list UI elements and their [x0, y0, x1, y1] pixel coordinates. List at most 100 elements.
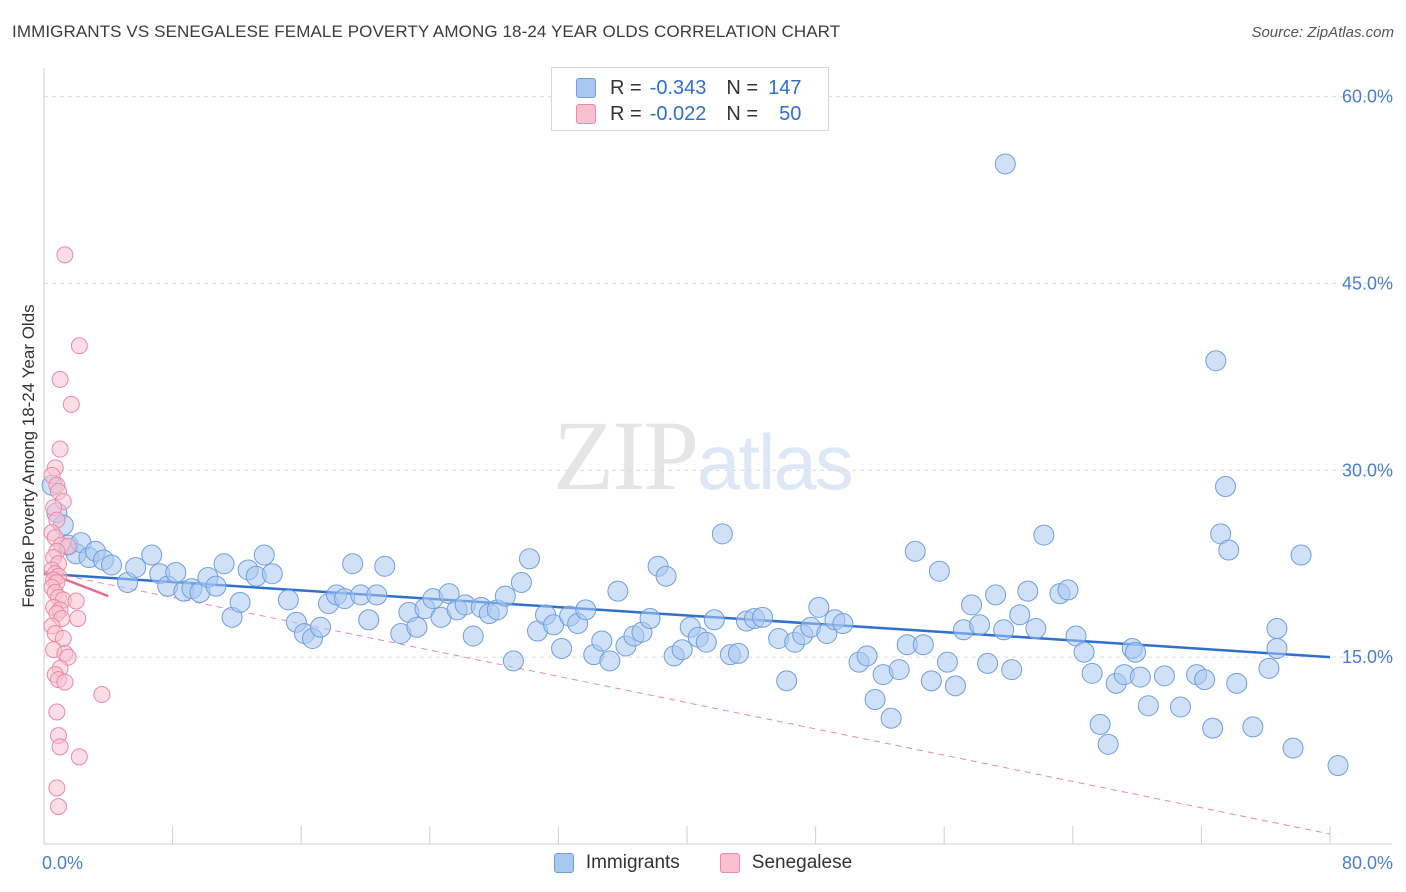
data-point-immigrants [880, 707, 902, 729]
data-point-immigrants [366, 584, 388, 606]
data-point-senegalese [51, 738, 69, 756]
data-point-immigrants [977, 652, 999, 674]
data-point-immigrants [727, 642, 749, 664]
data-point-senegalese [93, 686, 111, 704]
data-point-immigrants [229, 591, 251, 613]
data-point-immigrants [776, 670, 798, 692]
data-point-immigrants [1215, 476, 1237, 498]
legend-r-value: -0.343 [649, 76, 707, 99]
trend-line-immigrants [43, 572, 1331, 659]
data-point-immigrants [808, 596, 830, 618]
data-point-immigrants [462, 625, 484, 647]
data-point-immigrants [1266, 637, 1288, 659]
legend-n-value: 147 [768, 76, 802, 99]
watermark-zip: ZIP [553, 400, 699, 511]
data-point-immigrants [543, 614, 565, 636]
correlation-legend: R = -0.343 N = 147 R = -0.022 N = 50 [551, 67, 829, 131]
data-point-immigrants [639, 608, 661, 630]
legend-label-senegalese: Senegalese [751, 852, 853, 873]
data-point-immigrants [1073, 641, 1095, 663]
legend-item-senegalese: Senegalese [719, 852, 853, 874]
data-point-immigrants [856, 645, 878, 667]
data-point-immigrants [912, 634, 934, 656]
data-point-immigrants [985, 584, 1007, 606]
data-point-immigrants [703, 609, 725, 631]
legend-row-immigrants: R = -0.343 N = 147 [576, 76, 801, 100]
data-point-immigrants [1129, 666, 1151, 688]
data-point-senegalese [56, 246, 74, 264]
data-point-immigrants [711, 523, 733, 545]
data-point-immigrants [904, 540, 926, 562]
data-point-senegalese [48, 703, 66, 721]
data-point-immigrants [994, 153, 1016, 175]
data-point-immigrants [993, 619, 1015, 641]
legend-item-immigrants: Immigrants [553, 852, 680, 874]
y-tick-label: 15.0% [1342, 647, 1393, 667]
data-point-immigrants [261, 563, 283, 585]
data-point-immigrants [1282, 737, 1304, 759]
data-point-immigrants [1266, 618, 1288, 640]
y-axis-label: Female Poverty Among 18-24 Year Olds [19, 304, 38, 607]
data-point-immigrants [551, 637, 573, 659]
data-point-immigrants [961, 594, 983, 616]
data-point-immigrants [1327, 755, 1349, 777]
data-point-immigrants [1057, 579, 1079, 601]
watermark-atlas: atlas [697, 418, 854, 506]
data-point-immigrants [125, 556, 147, 578]
data-point-immigrants [1033, 524, 1055, 546]
data-point-immigrants [1226, 672, 1248, 694]
data-point-immigrants [1025, 618, 1047, 640]
x-tick-label-max: 80.0% [1342, 853, 1393, 873]
source-credit: Source: ZipAtlas.com [1251, 24, 1394, 41]
data-point-immigrants [969, 614, 991, 636]
data-point-senegalese [48, 779, 66, 797]
y-tick-label: 60.0% [1342, 87, 1393, 107]
legend-swatch-immigrants [553, 853, 574, 873]
data-point-immigrants [599, 650, 621, 672]
data-point-immigrants [510, 571, 532, 593]
x-tick-label-min: 0.0% [42, 853, 83, 873]
legend-n-label: N = [726, 102, 759, 125]
data-point-immigrants [309, 616, 331, 638]
y-tick-label: 30.0% [1342, 460, 1393, 480]
data-point-immigrants [165, 561, 187, 583]
data-point-immigrants [1097, 733, 1119, 755]
data-point-immigrants [936, 651, 958, 673]
data-point-immigrants [1089, 713, 1111, 735]
data-points [41, 153, 1349, 816]
data-point-immigrants [655, 565, 677, 587]
series-legend: Immigrants Senegalese [0, 852, 1406, 874]
chart-title: IMMIGRANTS VS SENEGALESE FEMALE POVERTY … [12, 22, 841, 41]
data-point-immigrants [342, 553, 364, 575]
data-point-immigrants [406, 616, 428, 638]
data-point-immigrants [1218, 539, 1240, 561]
legend-swatch-immigrants [576, 78, 596, 98]
data-point-immigrants [1001, 659, 1023, 681]
data-point-immigrants [494, 585, 516, 607]
data-point-immigrants [277, 589, 299, 611]
legend-n-label: N = [726, 76, 759, 99]
data-point-immigrants [1258, 657, 1280, 679]
data-point-immigrants [1205, 350, 1227, 372]
data-point-immigrants [1290, 544, 1312, 566]
data-point-senegalese [70, 337, 88, 355]
data-point-immigrants [1153, 665, 1175, 687]
y-tick-label: 45.0% [1342, 274, 1393, 294]
data-point-immigrants [1170, 696, 1192, 718]
data-point-senegalese [67, 592, 85, 610]
data-point-immigrants [832, 613, 854, 635]
data-point-immigrants [1137, 695, 1159, 717]
data-point-senegalese [51, 370, 69, 388]
data-point-immigrants [253, 544, 275, 566]
data-point-senegalese [70, 748, 88, 766]
legend-swatch-senegalese [719, 853, 740, 873]
data-point-immigrants [1242, 716, 1264, 738]
data-point-immigrants [695, 631, 717, 653]
data-point-immigrants [101, 554, 123, 576]
data-point-immigrants [671, 639, 693, 661]
data-point-immigrants [1194, 669, 1216, 691]
axis-labels: 15.0% 30.0% 45.0% 60.0% 0.0% 80.0% Female Pove… [19, 87, 1393, 873]
legend-label-immigrants: Immigrants [585, 852, 680, 873]
data-point-senegalese [62, 395, 80, 413]
